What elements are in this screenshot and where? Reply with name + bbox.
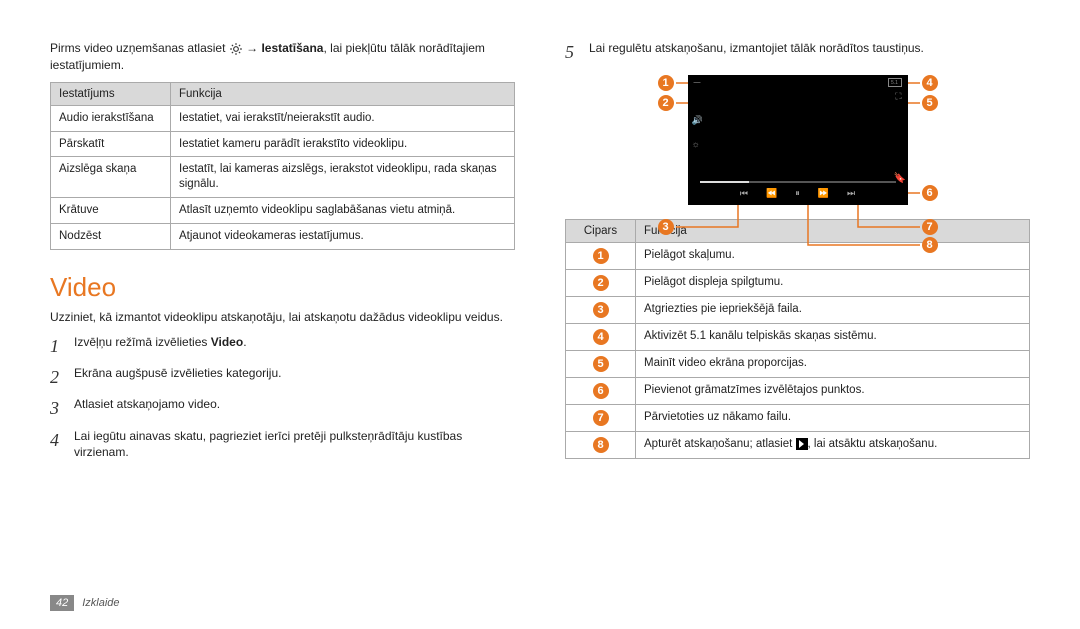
setting-name: Krātuve bbox=[51, 198, 171, 224]
cipars-num: 4 bbox=[566, 324, 636, 351]
settings-lead: Pirms video uzņemšanas atlasiet → Iestat… bbox=[50, 40, 515, 74]
surround-icon[interactable]: 5.1 bbox=[888, 78, 902, 87]
cipars-th-0: Cipars bbox=[566, 220, 636, 243]
footer-section: Izklaide bbox=[82, 597, 119, 609]
table-row: Audio ierakstīšanaIestatiet, vai ierakst… bbox=[51, 105, 515, 131]
player-diagram: 1 2 3 4 5 6 7 8 bbox=[658, 75, 938, 205]
setting-desc: Iestatiet kameru parādīt ierakstīto vide… bbox=[171, 131, 515, 157]
cipars-desc: Pārvietoties uz nākamo failu. bbox=[636, 405, 1030, 432]
setting-name: Nodzēst bbox=[51, 224, 171, 250]
cipars-num: 7 bbox=[566, 405, 636, 432]
left-column: Pirms video uzņemšanas atlasiet → Iestat… bbox=[50, 40, 515, 467]
callout-3: 3 bbox=[658, 219, 674, 235]
aspect-icon[interactable]: ⛶ bbox=[895, 91, 901, 102]
table-row: 3Atgriezties pie iepriekšējā faila. bbox=[566, 297, 1030, 324]
section-intro: Uzziniet, kā izmantot videoklipu atskaņo… bbox=[50, 309, 515, 326]
callout-4: 4 bbox=[922, 75, 938, 91]
step-text: Lai iegūtu ainavas skatu, pagrieziet ier… bbox=[74, 428, 515, 462]
section-title: Video bbox=[50, 272, 515, 303]
player-controls: ⏮ ⏪ ⏸ ⏩ ⏭ bbox=[688, 188, 908, 199]
cipars-desc: Pielāgot skaļumu. bbox=[636, 243, 1030, 270]
step-5: 5 Lai regulētu atskaņošanu, izmantojiet … bbox=[565, 40, 1030, 65]
player-control-button[interactable]: ⏩ bbox=[818, 188, 829, 199]
step-num: 5 bbox=[565, 40, 581, 65]
bookmark-icon[interactable]: 🔖 bbox=[894, 173, 904, 185]
gear-icon bbox=[229, 42, 243, 56]
steps-list: 1 Izvēļņu režīmā izvēlieties Video. 2 Ekrān… bbox=[50, 334, 515, 461]
table-row: Aizslēga skaņaIestatīt, lai kameras aizs… bbox=[51, 157, 515, 198]
callout-6: 6 bbox=[922, 185, 938, 201]
play-icon bbox=[796, 438, 808, 450]
callout-8: 8 bbox=[922, 237, 938, 253]
player-control-button[interactable]: ⏪ bbox=[766, 188, 777, 199]
cipars-num: 1 bbox=[566, 243, 636, 270]
step: 2 Ekrāna augšpusē izvēlieties kategoriju. bbox=[50, 365, 515, 390]
settings-table: Iestatījums Funkcija Audio ierakstīšanaI… bbox=[50, 82, 515, 251]
progress-bar[interactable] bbox=[700, 181, 896, 183]
volume-icon[interactable]: 🔊 bbox=[692, 115, 702, 125]
table-row: KrātuveAtlasīt uzņemto videoklipu saglab… bbox=[51, 198, 515, 224]
cipars-desc: Atgriezties pie iepriekšējā faila. bbox=[636, 297, 1030, 324]
step-text: Atlasiet atskaņojamo video. bbox=[74, 396, 220, 421]
table-row: 8Apturēt atskaņošanu; atlasiet , lai ats… bbox=[566, 432, 1030, 459]
step-num: 1 bbox=[50, 334, 66, 359]
cipars-num: 2 bbox=[566, 270, 636, 297]
brightness-icon[interactable]: ☼ bbox=[692, 139, 702, 149]
cipars-desc: Aktivizēt 5.1 kanālu telpiskās skaņas si… bbox=[636, 324, 1030, 351]
setting-name: Pārskatīt bbox=[51, 131, 171, 157]
table-row: 4Aktivizēt 5.1 kanālu telpiskās skaņas s… bbox=[566, 324, 1030, 351]
step-text: Ekrāna augšpusē izvēlieties kategoriju. bbox=[74, 365, 281, 390]
cipars-num: 8 bbox=[566, 432, 636, 459]
player-control-button[interactable]: ⏭ bbox=[847, 188, 855, 199]
step: 3 Atlasiet atskaņojamo video. bbox=[50, 396, 515, 421]
table-row: 6Pievienot grāmatzīmes izvēlētajos punkt… bbox=[566, 378, 1030, 405]
table-row: 2Pielāgot displeja spilgtumu. bbox=[566, 270, 1030, 297]
setting-desc: Iestatiet, vai ierakstīt/neierakstīt aud… bbox=[171, 105, 515, 131]
lead-pre: Pirms video uzņemšanas atlasiet bbox=[50, 41, 229, 55]
table-row: 1Pielāgot skaļumu. bbox=[566, 243, 1030, 270]
step-num: 3 bbox=[50, 396, 66, 421]
cipars-desc: Pielāgot displeja spilgtumu. bbox=[636, 270, 1030, 297]
callout-5: 5 bbox=[922, 95, 938, 111]
setting-name: Audio ierakstīšana bbox=[51, 105, 171, 131]
table-row: PārskatītIestatiet kameru parādīt ieraks… bbox=[51, 131, 515, 157]
video-player: — 5.1 ⛶ 🔊 ☼ 🔖 ⏮ ⏪ ⏸ ⏩ ⏭ bbox=[688, 75, 908, 205]
cipars-desc: Mainīt video ekrāna proporcijas. bbox=[636, 351, 1030, 378]
lead-bold: Iestatīšana bbox=[261, 41, 323, 55]
player-topbar: — bbox=[694, 79, 902, 86]
setting-desc: Iestatīt, lai kameras aizslēgs, ieraksto… bbox=[171, 157, 515, 198]
step: 4Lai iegūtu ainavas skatu, pagrieziet ie… bbox=[50, 428, 515, 462]
cipars-desc: Apturēt atskaņošanu; atlasiet , lai atsā… bbox=[636, 432, 1030, 459]
page-footer: 42 Izklaide bbox=[50, 595, 120, 611]
cipars-num: 3 bbox=[566, 297, 636, 324]
player-control-button[interactable]: ⏮ bbox=[740, 188, 748, 199]
right-column: 5 Lai regulētu atskaņošanu, izmantojiet … bbox=[565, 40, 1030, 467]
step: 1 Izvēļņu režīmā izvēlieties Video. bbox=[50, 334, 515, 359]
step-text: Lai regulētu atskaņošanu, izmantojiet tā… bbox=[589, 40, 924, 65]
step-text: Izvēļņu režīmā izvēlieties Video. bbox=[74, 334, 247, 359]
callout-1: 1 bbox=[658, 75, 674, 91]
step-num: 2 bbox=[50, 365, 66, 390]
setting-desc: Atjaunot videokameras iestatījumus. bbox=[171, 224, 515, 250]
setting-name: Aizslēga skaņa bbox=[51, 157, 171, 198]
lead-arrow: → bbox=[246, 41, 261, 55]
page-number: 42 bbox=[50, 595, 74, 611]
cipars-num: 6 bbox=[566, 378, 636, 405]
callout-2: 2 bbox=[658, 95, 674, 111]
cipars-table: Cipars Funkcija 1Pielāgot skaļumu.2Pielā… bbox=[565, 219, 1030, 459]
settings-th-0: Iestatījums bbox=[51, 82, 171, 105]
callout-7: 7 bbox=[922, 219, 938, 235]
cipars-num: 5 bbox=[566, 351, 636, 378]
step-num: 4 bbox=[50, 428, 66, 462]
setting-desc: Atlasīt uzņemto videoklipu saglabāšanas … bbox=[171, 198, 515, 224]
table-row: 5Mainīt video ekrāna proporcijas. bbox=[566, 351, 1030, 378]
table-row: NodzēstAtjaunot videokameras iestatījumu… bbox=[51, 224, 515, 250]
player-control-button[interactable]: ⏸ bbox=[795, 188, 800, 199]
cipars-th-1: Funkcija bbox=[636, 220, 1030, 243]
settings-th-1: Funkcija bbox=[171, 82, 515, 105]
table-row: 7Pārvietoties uz nākamo failu. bbox=[566, 405, 1030, 432]
cipars-desc: Pievienot grāmatzīmes izvēlētajos punkto… bbox=[636, 378, 1030, 405]
topbar-left: — bbox=[694, 79, 701, 86]
